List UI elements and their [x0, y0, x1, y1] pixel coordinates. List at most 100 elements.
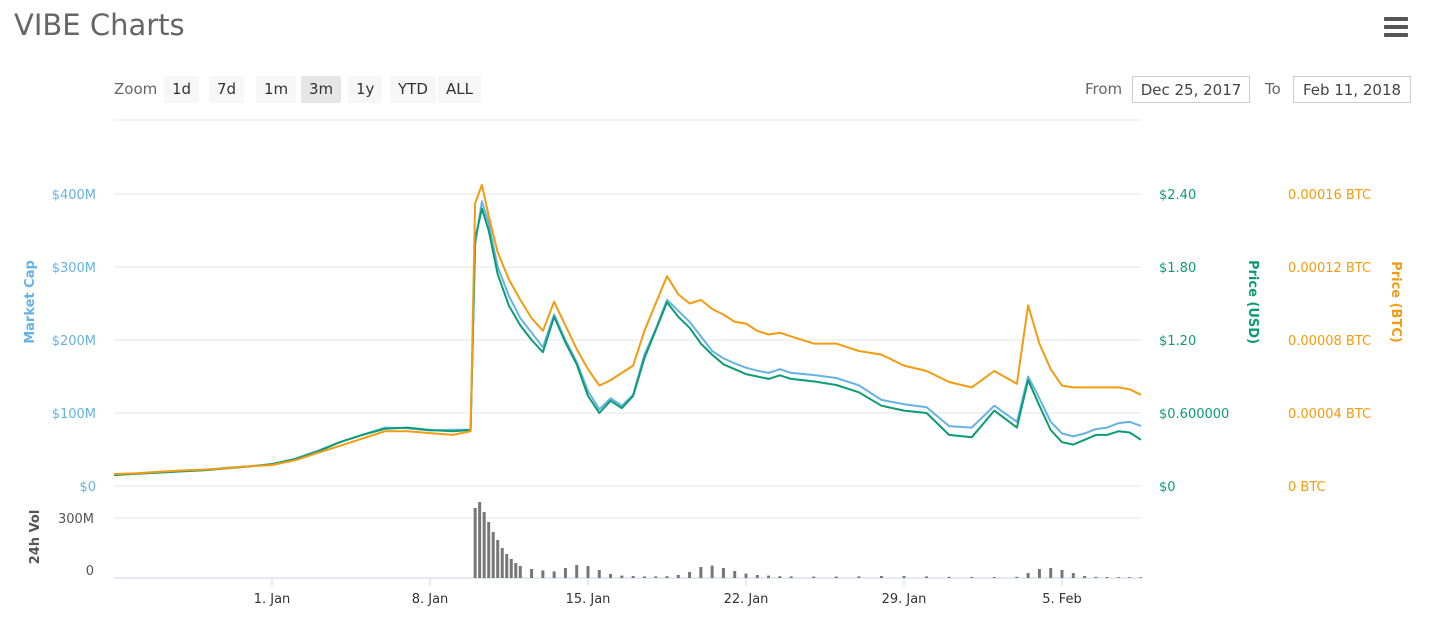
volume-bar: [1116, 577, 1120, 578]
price-usd-tick-label: $0.600000: [1159, 407, 1229, 422]
volume-bar: [879, 576, 883, 578]
price-btc-axis-label: Price (BTC): [1388, 261, 1403, 343]
volume-bar: [699, 567, 703, 578]
volume-bar: [688, 572, 692, 578]
to-label: To: [1265, 80, 1281, 98]
price-usd-tick-label: $0: [1159, 480, 1176, 495]
x-tick-label: 29. Jan: [882, 592, 927, 607]
volume-bar: [575, 565, 579, 578]
price-btc-line: [113, 183, 1142, 476]
volume-bar: [947, 576, 951, 578]
volume-bar: [970, 577, 974, 578]
volume-bar: [744, 573, 748, 578]
volume-bar: [514, 563, 518, 578]
volume-bar: [767, 575, 771, 578]
price-lines: [113, 183, 1142, 477]
volume-bar: [478, 502, 482, 578]
price-usd-tick-label: $1.20: [1159, 334, 1196, 349]
price-usd-tick-label: $1.80: [1159, 261, 1196, 276]
volume-bar: [631, 576, 635, 578]
zoom-button-1d[interactable]: 1d: [164, 76, 200, 103]
volume-bar: [500, 548, 504, 578]
volume-chart: [473, 502, 1143, 578]
volume-bar: [1094, 576, 1098, 578]
volume-tick-label: 0: [86, 564, 94, 579]
volume-bar: [902, 576, 906, 578]
price-usd-tick-label: $2.40: [1159, 188, 1196, 203]
volume-bar: [1049, 568, 1053, 578]
volume-bar: [925, 576, 929, 578]
volume-bar: [992, 577, 996, 578]
volume-bar: [505, 554, 509, 578]
zoom-button-7d[interactable]: 7d: [209, 76, 245, 103]
volume-bar: [1128, 577, 1132, 578]
chart-grid: [114, 119, 1141, 586]
zoom-button-ytd[interactable]: YTD: [390, 76, 436, 103]
volume-bar: [721, 568, 725, 578]
volume-bar: [1037, 569, 1041, 578]
x-tick-label: 15. Jan: [566, 592, 611, 607]
market-cap-tick-label: $200M: [52, 334, 96, 349]
market-cap-tick-label: $300M: [52, 261, 96, 276]
volume-bar: [491, 532, 495, 578]
volume-bar: [1015, 576, 1019, 578]
volume-bar: [482, 512, 486, 578]
volume-bar: [552, 571, 556, 578]
price-btc-tick-label: 0 BTC: [1288, 480, 1326, 495]
x-tick-label: 5. Feb: [1042, 592, 1082, 607]
volume-bar: [834, 576, 838, 578]
price-usd-line: [113, 207, 1142, 477]
volume-bar: [857, 576, 861, 578]
price-btc-tick-label: 0.00012 BTC: [1288, 261, 1371, 276]
price-usd-axis-label: Price (USD): [1245, 260, 1260, 344]
volume-bar: [620, 575, 624, 578]
market-cap-tick-label: $0: [79, 480, 96, 495]
volume-bar: [1105, 577, 1109, 578]
volume-bar: [1026, 573, 1030, 578]
volume-tick-label: 300M: [58, 512, 94, 527]
volume-bar: [597, 570, 601, 578]
volume-axis-label: 24h Vol: [28, 510, 43, 565]
volume-bar: [642, 576, 646, 578]
price-btc-tick-label: 0.00016 BTC: [1288, 188, 1371, 203]
zoom-button-1y[interactable]: 1y: [348, 76, 383, 103]
hamburger-menu-icon[interactable]: [1384, 17, 1408, 37]
x-tick-label: 1. Jan: [254, 592, 291, 607]
volume-bar: [518, 566, 522, 578]
volume-bar: [1139, 577, 1143, 578]
volume-bar: [710, 565, 714, 578]
zoom-button-1m[interactable]: 1m: [256, 76, 297, 103]
volume-bar: [609, 574, 613, 578]
market-cap-tick-label: $400M: [52, 188, 96, 203]
x-tick-label: 22. Jan: [724, 592, 769, 607]
volume-bar: [586, 566, 590, 578]
page-title: VIBE Charts: [14, 8, 185, 42]
volume-bar: [812, 576, 816, 578]
volume-bar: [733, 571, 737, 578]
volume-bar: [509, 559, 513, 578]
zoom-label: Zoom: [114, 80, 158, 98]
volume-bar: [530, 569, 534, 578]
price-btc-tick-label: 0.00004 BTC: [1288, 407, 1371, 422]
volume-bar: [1060, 570, 1064, 578]
volume-bar: [487, 522, 491, 578]
volume-bar: [755, 575, 759, 578]
x-tick-label: 8. Jan: [412, 592, 449, 607]
volume-bar: [473, 508, 477, 578]
to-date-input[interactable]: Feb 11, 2018: [1293, 76, 1411, 103]
volume-bar: [541, 570, 545, 578]
from-label: From: [1085, 80, 1123, 98]
zoom-button-all[interactable]: ALL: [438, 76, 481, 103]
zoom-button-3m[interactable]: 3m: [301, 76, 342, 103]
volume-bar: [1083, 576, 1087, 578]
from-date-input[interactable]: Dec 25, 2017: [1132, 76, 1250, 103]
axis-ticks: $0 $0 0 BTC $100M $0.600000 0.00004 BTC $200M $…: [52, 188, 1371, 607]
volume-bar: [789, 576, 793, 578]
volume-bar: [563, 568, 567, 578]
volume-bar: [778, 576, 782, 578]
market-cap-tick-label: $100M: [52, 407, 96, 422]
volume-bar: [665, 576, 669, 578]
volume-bar: [1071, 573, 1075, 578]
market-cap-line: [113, 200, 1142, 476]
